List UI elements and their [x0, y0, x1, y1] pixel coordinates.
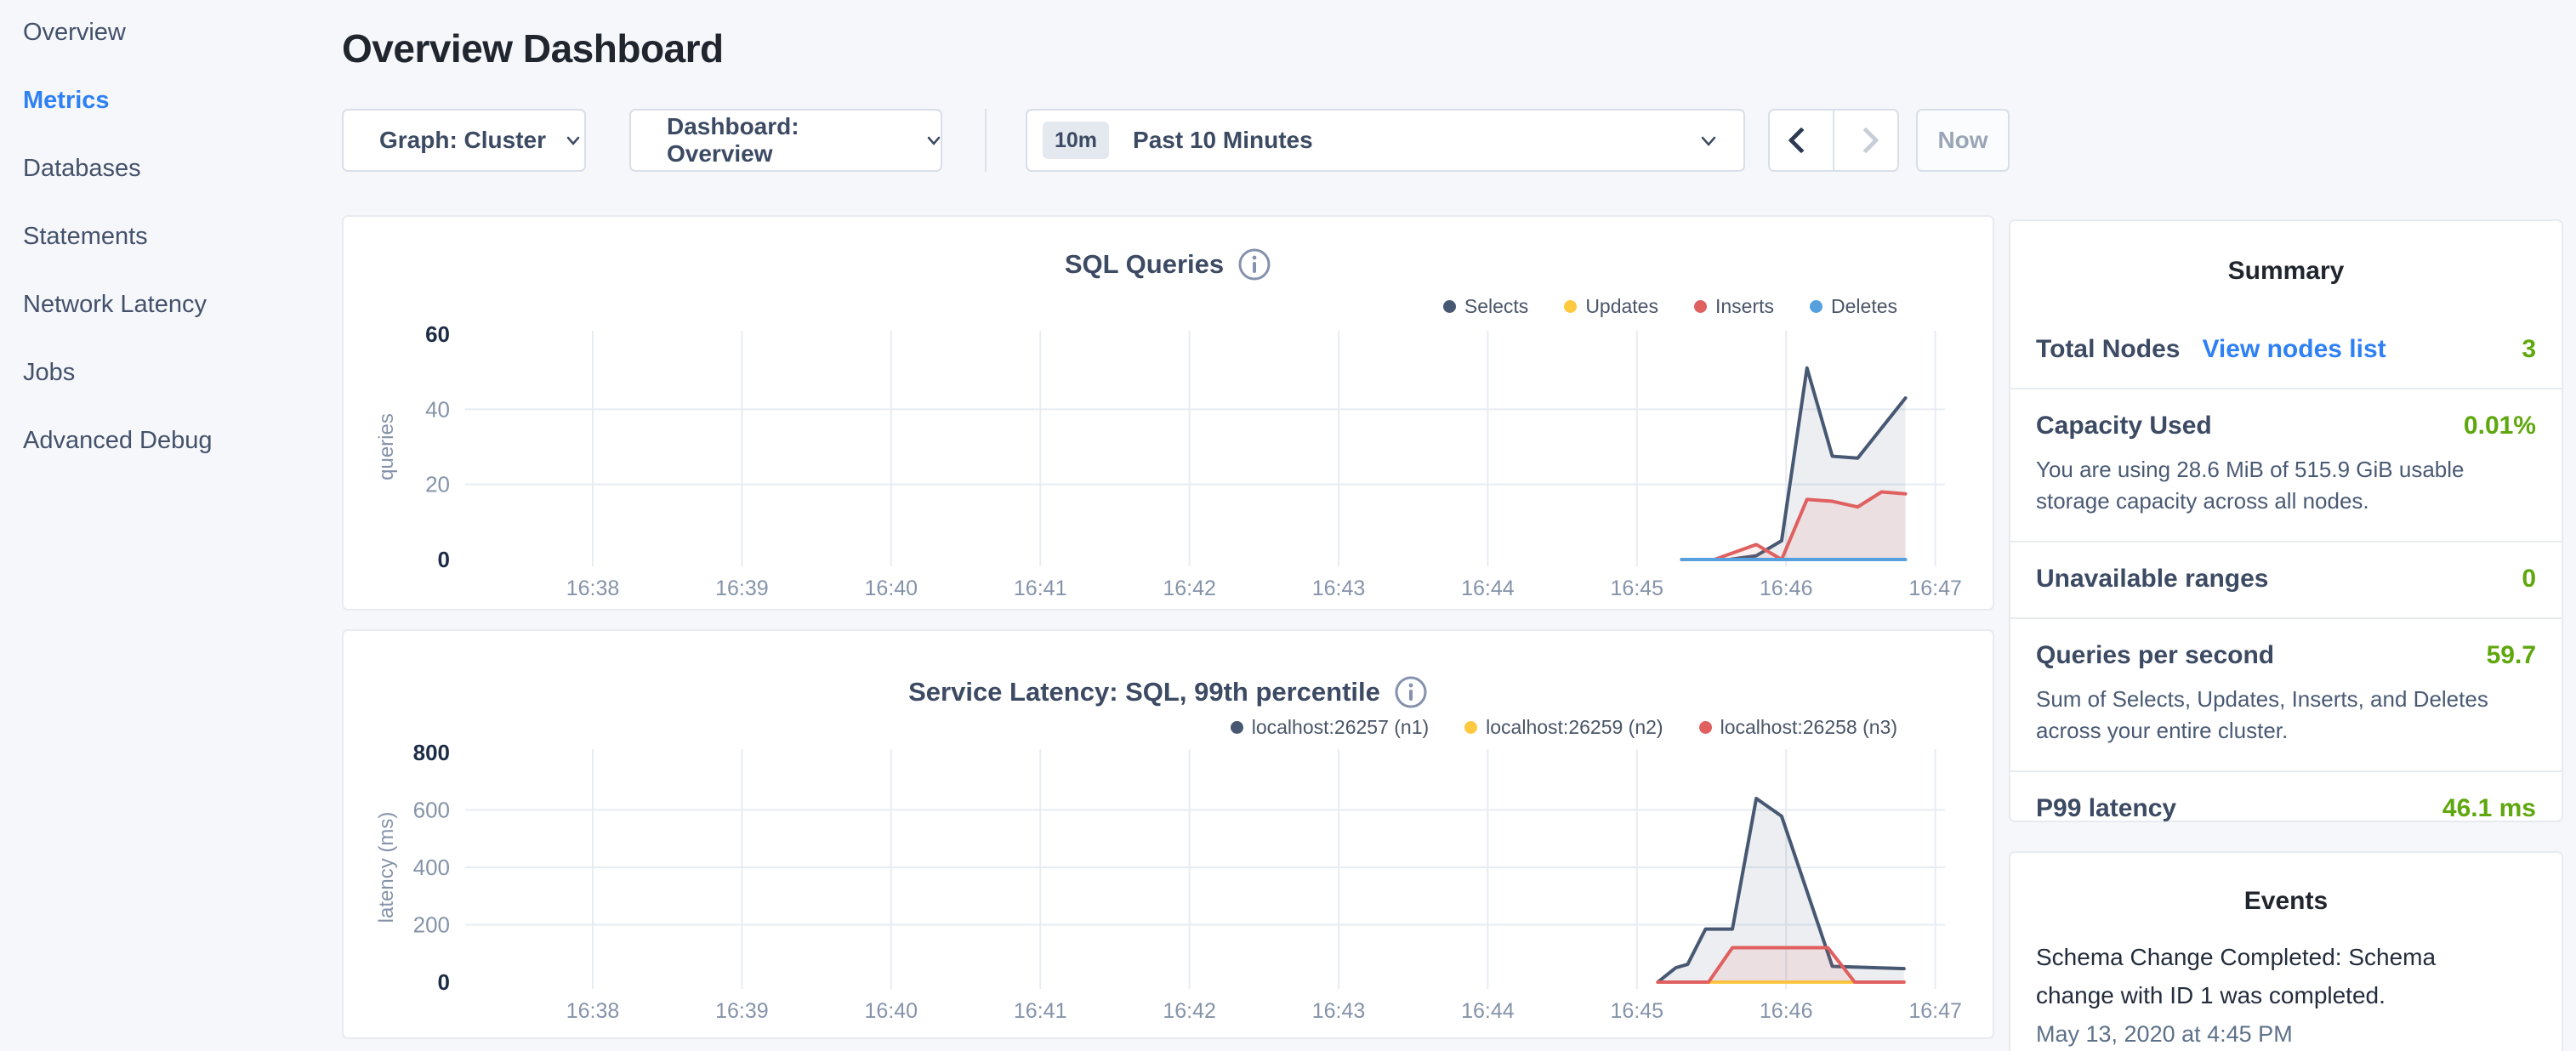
sidebar-nav: Overview Metrics Databases Statements Networ…: [23, 19, 213, 495]
summary-row-value: 3: [2522, 335, 2536, 364]
sidebar-item-databases[interactable]: Databases: [23, 155, 213, 180]
summary-row-head: Capacity Used 0.01%: [2036, 412, 2536, 440]
summary-title: Summary: [2010, 257, 2562, 286]
time-range-selector[interactable]: 10m Past 10 Minutes: [1026, 109, 1745, 172]
sql-queries-chart-card: SQL Queries SelectsUpdatesInsertsDeletes…: [342, 215, 1994, 611]
event-timestamp: May 13, 2020 at 4:45 PM: [2036, 1021, 2536, 1048]
y-axis-tick-label: 400: [413, 855, 450, 880]
sql-queries-plot[interactable]: 16:38 16:39 16:40 16:41 16:42 16:43 16:44 16:45…: [344, 217, 1993, 609]
x-axis-tick-label: 16:45: [1611, 577, 1664, 600]
page-title: Overview Dashboard: [342, 26, 724, 71]
summary-row-label: Total Nodes: [2036, 335, 2180, 364]
chevron-down-icon: [1701, 134, 1714, 147]
graph-dropdown-label: Graph: Cluster: [379, 127, 546, 154]
chevron-right-icon: [1852, 127, 1879, 153]
summary-row-value: 59.7: [2487, 641, 2536, 670]
time-range-label: Past 10 Minutes: [1133, 127, 1313, 154]
summary-row-p99-latency: P99 latency 46.1 ms: [2010, 770, 2562, 847]
toolbar-divider: [985, 109, 987, 172]
dashboard-dropdown-label: Dashboard: Overview: [667, 113, 907, 168]
events-list: Schema Change Completed: Schema change w…: [2010, 916, 2562, 1048]
x-axis-tick-label: 16:46: [1760, 577, 1813, 600]
x-axis-tick-label: 16:45: [1611, 999, 1664, 1023]
summary-row-queries-per-second: Queries per second 59.7 Sum of Selects, Up…: [2010, 617, 2562, 770]
summary-row-label: Unavailable ranges: [2036, 565, 2268, 594]
x-axis-tick-label: 16:46: [1760, 999, 1813, 1023]
time-back-button[interactable]: [1770, 111, 1833, 170]
time-range-badge: 10m: [1043, 122, 1109, 159]
summary-rows: Total Nodes View nodes list 3 Capacity Used…: [2010, 313, 2562, 847]
x-axis-tick-label: 16:42: [1163, 999, 1216, 1023]
summary-row-total-nodes: Total Nodes View nodes list 3: [2010, 313, 2562, 388]
dashboard-dropdown[interactable]: Dashboard: Overview: [629, 109, 942, 172]
y-axis-tick-label: 0: [438, 547, 450, 572]
events-panel: Events Schema Change Completed: Schema c…: [2009, 851, 2563, 1051]
sidebar-item-metrics[interactable]: Metrics: [23, 87, 213, 112]
events-title: Events: [2010, 887, 2562, 916]
x-axis-tick-label: 16:43: [1312, 999, 1366, 1023]
x-axis-tick-label: 16:41: [1014, 577, 1067, 600]
chevron-down-icon: [927, 134, 941, 147]
x-axis-tick-label: 16:44: [1461, 999, 1515, 1023]
x-axis-tick-label: 16:39: [715, 577, 769, 600]
y-axis-tick-label: 20: [425, 472, 450, 497]
summary-row-value: 0.01%: [2464, 412, 2536, 440]
x-axis-tick-label: 16:41: [1014, 999, 1067, 1023]
time-pager: [1768, 109, 1899, 172]
summary-row-head: Queries per second 59.7: [2036, 641, 2536, 670]
summary-panel: Summary Total Nodes View nodes list 3 Capac…: [2009, 219, 2563, 822]
overview-dashboard-page: { "sidebar": { "items": [ {"label": "Ove…: [0, 0, 2576, 1051]
x-axis-tick-label: 16:40: [865, 999, 918, 1023]
y-axis-tick-label: 40: [425, 396, 450, 422]
sidebar: Overview Metrics Databases Statements Networ…: [0, 0, 340, 1051]
summary-row-head: Unavailable ranges 0: [2036, 565, 2536, 594]
x-axis-tick-label: 16:44: [1461, 577, 1515, 600]
x-axis-tick-label: 16:47: [1908, 577, 1962, 600]
sidebar-item-network-latency[interactable]: Network Latency: [23, 291, 213, 316]
summary-row-head: P99 latency 46.1 ms: [2036, 794, 2536, 823]
view-nodes-link[interactable]: View nodes list: [2202, 335, 2386, 364]
graph-dropdown[interactable]: Graph: Cluster: [342, 109, 586, 172]
summary-row-unavailable-ranges: Unavailable ranges 0: [2010, 541, 2562, 617]
x-axis-tick-label: 16:38: [566, 999, 620, 1023]
sidebar-item-overview[interactable]: Overview: [23, 19, 213, 44]
summary-row-label: Capacity Used: [2036, 412, 2212, 440]
summary-row-description: You are using 28.6 MiB of 515.9 GiB usab…: [2036, 454, 2525, 517]
event-item[interactable]: Schema Change Completed: Schema change w…: [2010, 916, 2562, 1048]
event-text: Schema Change Completed: Schema change w…: [2036, 938, 2512, 1014]
y-axis-tick-label: 600: [413, 798, 450, 823]
x-axis-tick-label: 16:38: [566, 577, 620, 600]
y-axis-tick-label: 0: [438, 969, 450, 995]
sidebar-item-jobs[interactable]: Jobs: [23, 359, 213, 384]
service-latency-plot[interactable]: 16:38 16:39 16:40 16:41 16:42 16:43 16:44 16:45…: [344, 631, 1993, 1037]
summary-row-value: 46.1 ms: [2442, 794, 2536, 823]
y-axis-title: queries: [375, 413, 398, 480]
y-axis-tick-label: 800: [413, 740, 450, 765]
summary-row-label: P99 latency: [2036, 794, 2176, 823]
summary-row-head: Total Nodes View nodes list 3: [2036, 335, 2536, 364]
x-axis-tick-label: 16:42: [1163, 577, 1216, 600]
y-axis-tick-label: 200: [413, 912, 450, 938]
x-axis-tick-label: 16:43: [1312, 577, 1366, 600]
y-axis-tick-label: 60: [425, 321, 450, 347]
summary-row-capacity-used: Capacity Used 0.01% You are using 28.6 MiB…: [2010, 388, 2562, 541]
summary-row-description: Sum of Selects, Updates, Inserts, and De…: [2036, 684, 2525, 747]
chevron-left-icon: [1788, 127, 1814, 153]
y-axis-title: latency (ms): [375, 812, 398, 923]
summary-row-value: 0: [2522, 565, 2536, 594]
x-axis-tick-label: 16:47: [1908, 999, 1962, 1023]
x-axis-tick-label: 16:40: [865, 577, 918, 600]
sidebar-item-statements[interactable]: Statements: [23, 223, 213, 248]
service-latency-chart-card: Service Latency: SQL, 99th percentile lo…: [342, 629, 1994, 1039]
now-button[interactable]: Now: [1916, 109, 2010, 172]
chevron-down-icon: [566, 134, 580, 147]
summary-row-label: Queries per second: [2036, 641, 2274, 670]
sidebar-item-advanced-debug[interactable]: Advanced Debug: [23, 427, 213, 452]
x-axis-tick-label: 16:39: [715, 999, 769, 1023]
time-forward-button[interactable]: [1834, 111, 1897, 170]
